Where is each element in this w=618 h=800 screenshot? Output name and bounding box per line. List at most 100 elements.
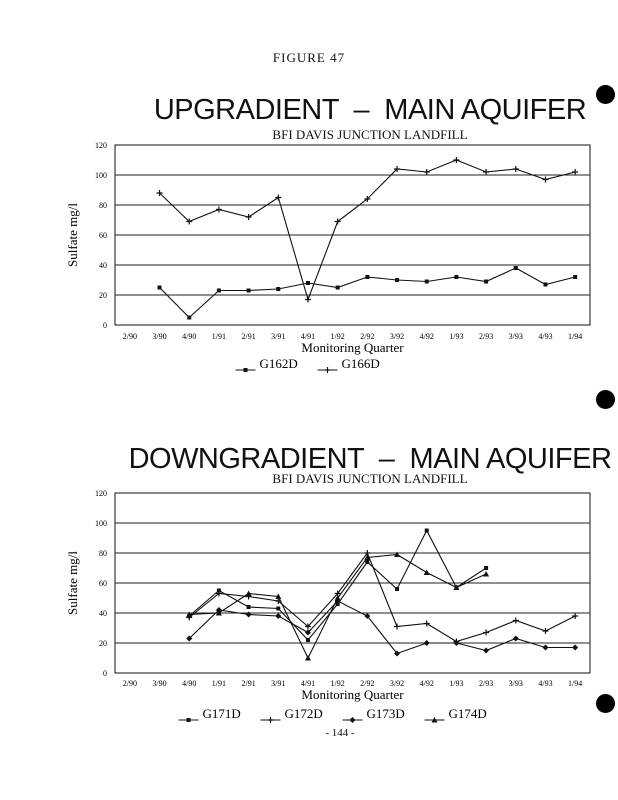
data-point-g173d (423, 640, 430, 646)
data-point-g166d (156, 190, 163, 196)
data-point-g174d (394, 551, 401, 557)
x-tick-label: 3/90 (152, 679, 166, 688)
x-tick-label: 2/90 (123, 332, 137, 341)
data-point-g174d (453, 584, 460, 590)
data-point-g166d (186, 218, 193, 225)
data-point-g171d (484, 566, 489, 570)
y-tick-label: 80 (99, 201, 107, 210)
data-point-g166d (572, 169, 579, 175)
x-tick-label: 3/91 (271, 332, 285, 341)
legend-label: G162D (260, 356, 298, 371)
y-tick-label: 120 (95, 489, 107, 498)
data-point-g166d (215, 206, 222, 213)
data-point-g174d (245, 590, 252, 596)
data-point-g173d (364, 613, 371, 619)
upgradient-chart: 0 20 40 60 80 100 120 2/90 3/90 4/90 1/91 2/91 3/91 4… (65, 141, 591, 373)
x-tick-label: 2/90 (123, 679, 137, 688)
series-line-g171d (188, 529, 487, 641)
x-tick-label: 3/93 (509, 332, 523, 341)
data-point-g173d (304, 629, 311, 636)
data-point-g172d (394, 623, 401, 630)
data-point-g166d (364, 196, 371, 202)
legend-label: G174D (449, 706, 487, 721)
data-point-g171d (424, 528, 429, 533)
data-point-g162d (454, 275, 459, 279)
y-axis-label: Sulfate mg/l (65, 551, 80, 615)
data-point-g174d (215, 610, 222, 616)
x-tick-label: 2/92 (360, 332, 374, 341)
x-tick-label: 1/92 (331, 679, 345, 688)
data-point-g172d (215, 590, 222, 597)
x-tick-label: 4/90 (182, 332, 196, 341)
x-tick-label: 3/92 (390, 679, 404, 688)
y-tick-label: 80 (99, 549, 107, 558)
x-axis-label: Monitoring Quarter (301, 340, 404, 355)
y-tick-label: 0 (103, 321, 107, 330)
legend-marker (267, 717, 274, 723)
data-point-g166d (394, 166, 401, 172)
data-point-g173d (186, 635, 193, 642)
x-tick-label: 3/92 (390, 332, 404, 341)
y-tick-label: 60 (99, 231, 107, 240)
legend-marker (186, 718, 191, 722)
data-point-g173d (512, 635, 519, 642)
chart2-title: DOWNGRADIENT – MAIN AQUIFER (128, 443, 612, 475)
data-point-g162d (276, 287, 281, 291)
x-tick-label: 3/91 (271, 679, 285, 688)
x-tick-label: 3/93 (509, 679, 523, 688)
data-point-g162d (484, 279, 489, 284)
chart1-title: UPGRADIENT – MAIN AQUIFER (153, 94, 587, 126)
x-tick-label: 2/93 (479, 332, 493, 341)
x-axis-label: Monitoring Quarter (301, 687, 404, 702)
data-point-g162d (513, 266, 518, 270)
x-tick-label: 2/93 (479, 679, 493, 688)
data-point-g172d (572, 613, 579, 619)
data-point-g162d (157, 285, 162, 290)
data-point-g166d (542, 176, 549, 183)
data-point-g173d (483, 647, 490, 654)
legend-marker (324, 367, 331, 373)
y-tick-label: 40 (99, 261, 107, 270)
data-point-g166d (423, 169, 430, 175)
x-tick-label: 1/93 (449, 332, 463, 341)
x-tick-label: 1/93 (449, 679, 463, 688)
data-point-g166d (483, 169, 490, 175)
x-tick-label: 4/91 (301, 332, 315, 341)
data-point-g172d (423, 620, 430, 627)
data-point-g162d (246, 288, 251, 293)
legend-label: G171D (203, 706, 241, 721)
x-tick-label: 1/94 (568, 679, 582, 688)
legend-marker (243, 368, 248, 372)
data-point-g162d (187, 315, 192, 320)
data-point-g166d (304, 296, 311, 303)
downgradient-chart: 0 20 40 60 80 100 120 2/90 3/90 4/90 1/91 2/91 3/91 4… (65, 489, 591, 723)
data-point-g174d (423, 569, 430, 575)
data-point-g173d (542, 644, 549, 651)
binder-hole-icon (596, 694, 615, 713)
legend-marker (431, 717, 438, 723)
data-point-g162d (305, 281, 310, 285)
series-line-g172d (188, 551, 576, 643)
x-tick-label: 1/91 (212, 332, 226, 341)
x-tick-label: 1/91 (212, 679, 226, 688)
data-point-g166d (275, 194, 282, 201)
chart1-subtitle: BFI DAVIS JUNCTION LANDFILL (272, 127, 468, 142)
data-point-g171d (276, 606, 281, 611)
data-point-g173d (453, 640, 460, 646)
data-point-g172d (483, 629, 490, 636)
x-tick-label: 3/90 (152, 332, 166, 341)
binder-hole-icon (596, 390, 615, 409)
data-point-g162d (216, 288, 221, 293)
y-tick-label: 100 (95, 171, 107, 180)
data-point-g174d (304, 655, 311, 661)
data-point-g174d (275, 593, 282, 599)
data-point-g162d (365, 275, 370, 279)
data-point-g174d (334, 595, 341, 601)
legend-label: G166D (342, 356, 380, 371)
data-point-g172d (304, 623, 311, 630)
y-tick-label: 20 (99, 291, 107, 300)
data-point-g162d (424, 279, 429, 284)
y-tick-label: 0 (103, 669, 107, 678)
data-point-g173d (572, 644, 579, 651)
data-point-g166d (453, 157, 460, 163)
